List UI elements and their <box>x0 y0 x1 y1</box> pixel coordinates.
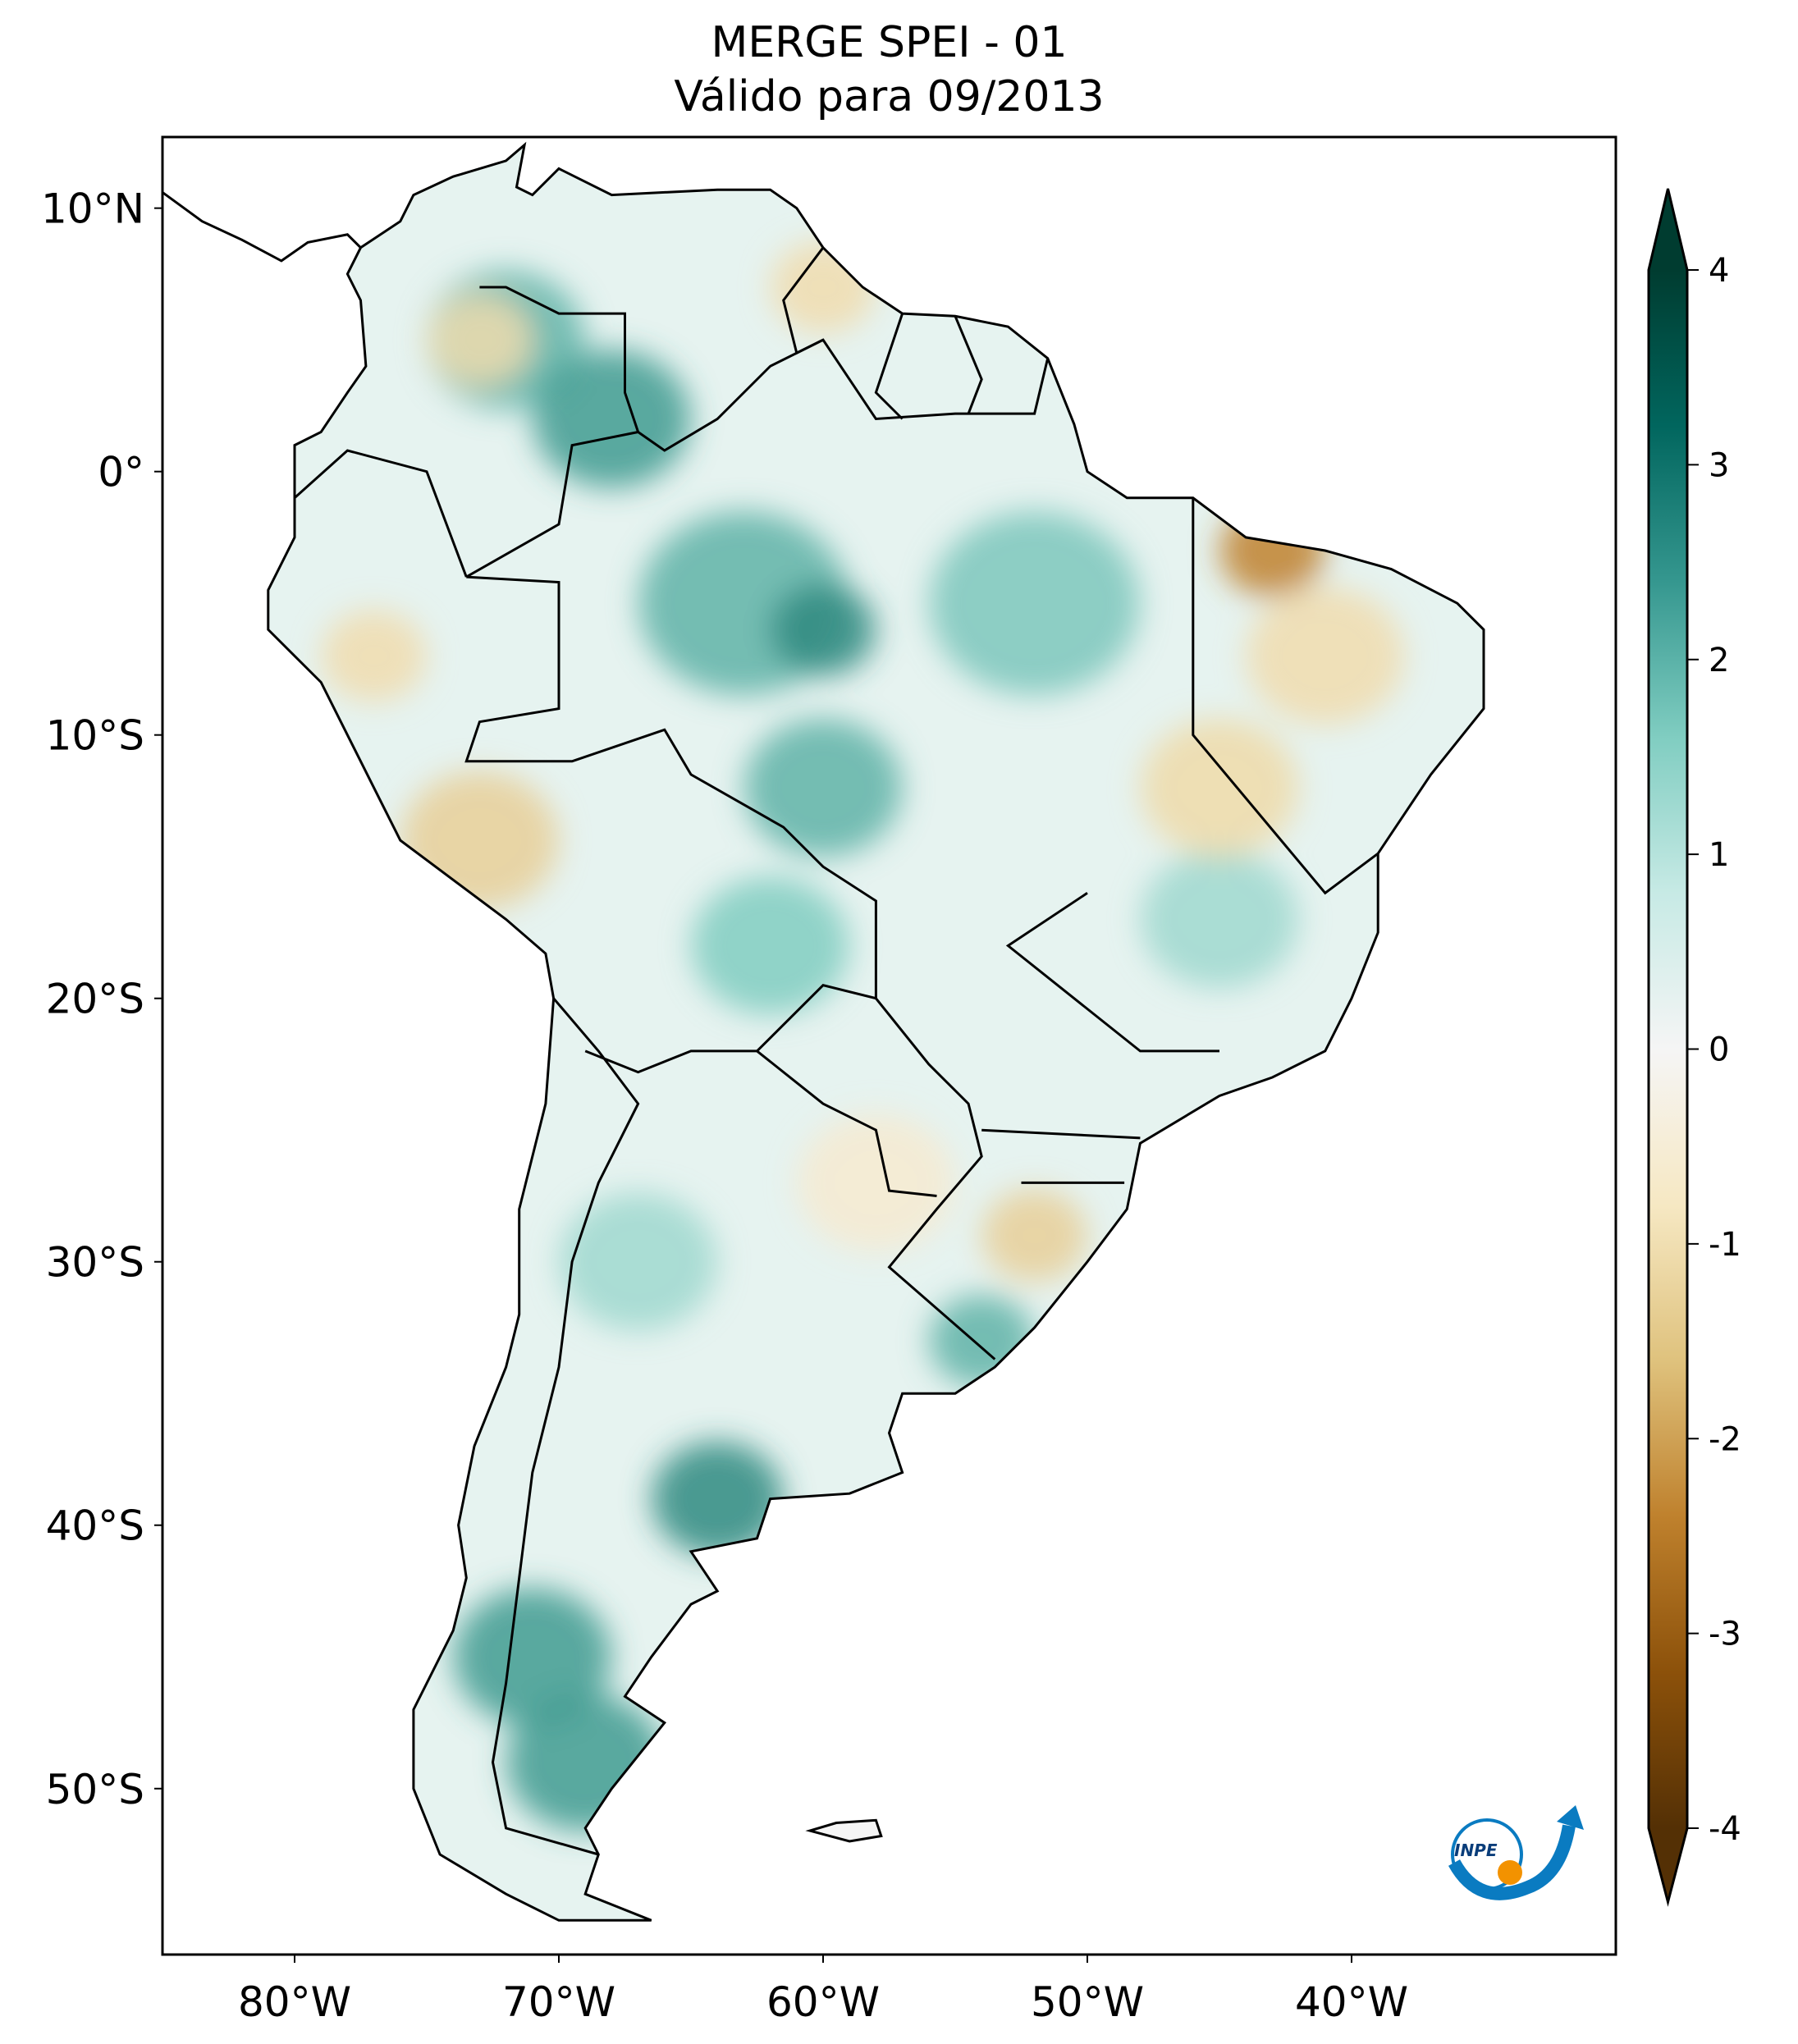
chart-title: MERGE SPEI - 01 <box>711 18 1068 67</box>
colorbar-gradient <box>1649 270 1687 1828</box>
y-tick-label: 10°S <box>46 712 144 760</box>
y-tick-label: 50°S <box>46 1766 144 1813</box>
country-border <box>756 1049 937 1197</box>
country-border <box>981 1128 1141 1140</box>
colorbar-min-extend <box>1649 1828 1687 1902</box>
country-border <box>1005 892 1219 1053</box>
colorbar-tick-label: 1 <box>1709 836 1729 874</box>
x-tick-label: 80°W <box>238 1978 351 2026</box>
x-tick-label: 60°W <box>766 1978 880 2026</box>
map-area <box>162 141 1485 1922</box>
spei-anomaly <box>652 1441 784 1557</box>
colorbar-tick-label: 3 <box>1709 446 1729 484</box>
colorbar-tick-label: -3 <box>1709 1616 1741 1653</box>
spei-anomaly <box>929 1295 1035 1388</box>
colorbar-tick-label: 0 <box>1709 1031 1729 1069</box>
land-fill <box>268 144 1484 1921</box>
colorbar: 4 3 2 1 0 -1 -2 -3 -4 <box>1647 188 1741 1907</box>
spei-anomaly <box>1141 850 1298 989</box>
y-tick-label: 10°N <box>41 185 144 233</box>
x-tick-label: 50°W <box>1031 1978 1144 2026</box>
spei-anomaly <box>1219 504 1325 597</box>
country-border <box>782 246 825 355</box>
spei-anomaly <box>506 1693 665 1831</box>
spei-anomaly <box>744 718 902 857</box>
spei-anomaly <box>797 1113 955 1252</box>
colorbar-tick-label: 2 <box>1709 642 1729 679</box>
colorbar-max-extend <box>1649 189 1687 270</box>
map-frame <box>161 135 1617 1956</box>
coastline <box>267 141 1485 1922</box>
spei-anomaly <box>771 583 876 676</box>
spei-anomaly <box>691 876 849 1015</box>
country-border <box>479 286 640 432</box>
spei-anomalies <box>321 240 1404 1831</box>
spei-anomaly <box>533 350 691 488</box>
country-border <box>491 997 640 1856</box>
spei-anomaly <box>400 771 559 910</box>
y-tick-label: 0° <box>98 449 144 496</box>
country-border <box>954 315 983 414</box>
spei-anomaly <box>929 511 1140 696</box>
x-tick-label: 40°W <box>1295 1978 1408 2026</box>
country-border <box>584 984 876 1074</box>
inpe-logo: INPE <box>1448 1805 1584 1900</box>
spei-anomaly <box>559 1192 717 1331</box>
spei-anomaly <box>453 1588 611 1726</box>
colorbar-tick-label: -1 <box>1709 1226 1741 1264</box>
spei-anomaly <box>1141 718 1298 857</box>
country-border <box>1192 497 1379 895</box>
country-border <box>464 575 996 1360</box>
spei-anomaly <box>321 610 427 702</box>
x-tick-label: 70°W <box>502 1978 615 2026</box>
spei-anomaly <box>1246 587 1404 725</box>
country-border <box>293 449 468 578</box>
country-border <box>874 313 904 420</box>
spei-anomaly <box>981 1189 1087 1282</box>
y-tick-label: 40°S <box>46 1502 144 1550</box>
colorbar-tick-label: 4 <box>1709 252 1729 290</box>
y-tick-label: 20°S <box>46 976 144 1023</box>
chart-subtitle: Válido para 09/2013 <box>674 72 1105 121</box>
central-america-coast <box>162 191 362 263</box>
colorbar-tick-label: -2 <box>1709 1420 1741 1458</box>
y-tick-label: 30°S <box>46 1239 144 1287</box>
falkland-islands <box>805 1818 883 1843</box>
colorbar-tick-label: -4 <box>1709 1810 1741 1848</box>
svg-text:INPE: INPE <box>1454 1841 1498 1860</box>
spei-anomaly <box>771 240 876 333</box>
spei-field <box>321 240 1404 1831</box>
spei-anomaly <box>427 294 533 386</box>
